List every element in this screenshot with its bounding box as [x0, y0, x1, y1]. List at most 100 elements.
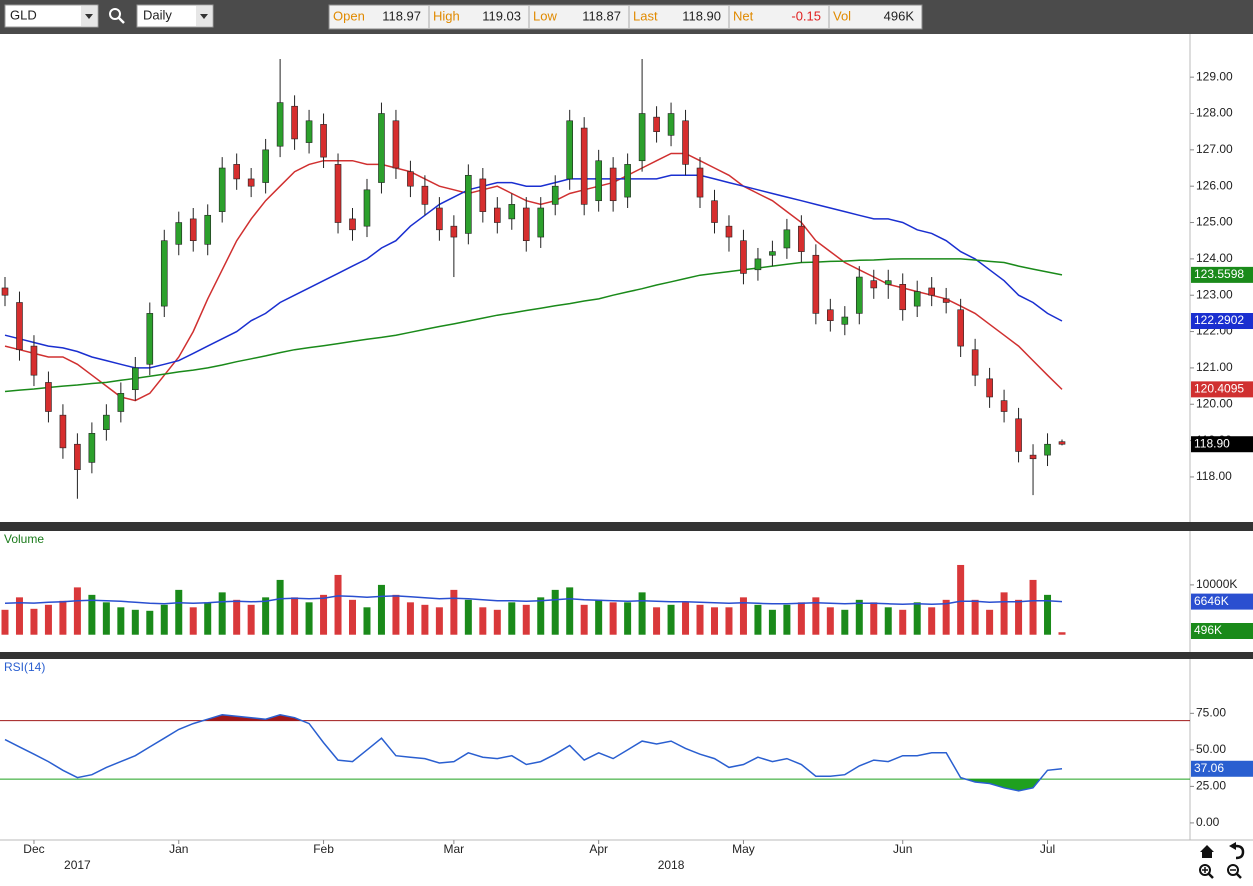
candle-body — [783, 229, 791, 249]
candle-body — [407, 171, 414, 187]
candle-body — [957, 309, 964, 347]
rsi-line — [4, 714, 1063, 792]
candle-body — [59, 414, 67, 449]
candle-body — [1058, 441, 1066, 445]
volume-bar — [349, 599, 357, 635]
volume-bar — [262, 597, 270, 635]
stat-label: Vol — [833, 8, 851, 23]
volume-bar — [88, 594, 96, 635]
candle-body — [103, 414, 110, 430]
interval-select[interactable] — [136, 4, 214, 28]
dropdown-arrow — [85, 14, 93, 19]
volume-bar — [377, 584, 385, 635]
candle-body — [45, 382, 52, 412]
volume-bar — [1, 609, 9, 635]
pane-separator — [0, 652, 1253, 659]
volume-bar — [276, 579, 284, 635]
volume-bar — [189, 607, 197, 635]
pane-separator — [0, 522, 1253, 531]
volume-bar — [812, 597, 820, 635]
candle-body — [609, 167, 617, 202]
y-tick-label: 50.00 — [1196, 742, 1226, 756]
value-tag — [1191, 760, 1253, 777]
back-button[interactable] — [1229, 842, 1245, 860]
candle-body — [392, 120, 400, 169]
zoom-out-button[interactable] — [1227, 864, 1242, 879]
symbol-text: GLD — [10, 7, 37, 22]
home-button[interactable] — [1200, 845, 1214, 858]
volume-bar — [725, 607, 733, 635]
volume-bar — [392, 594, 400, 635]
volume-bar — [942, 599, 950, 635]
volume-bar — [696, 604, 704, 635]
x-tick-label: Mar — [444, 842, 465, 856]
candle-body — [1044, 443, 1051, 456]
y-tick-label: 127.00 — [1196, 142, 1233, 156]
volume-bar — [913, 602, 921, 635]
volume-bar — [218, 592, 226, 635]
value-tag-label: 118.90 — [1194, 436, 1230, 450]
volume-bar — [493, 609, 501, 635]
volume-bar — [884, 607, 892, 635]
volume-bar — [566, 587, 574, 635]
symbol-input[interactable] — [4, 4, 99, 28]
zoom-in-button[interactable] — [1199, 864, 1214, 879]
value-tag — [1191, 436, 1253, 453]
value-tag-label: 496K — [1194, 623, 1222, 637]
candle-body — [769, 251, 776, 256]
volume-bar — [710, 607, 718, 635]
volume-bar — [30, 608, 38, 635]
value-tag — [1191, 623, 1253, 639]
volume-bar — [406, 602, 414, 635]
candle-body — [537, 207, 545, 238]
volume-bar — [175, 589, 183, 635]
x-tick-label: Dec — [23, 842, 44, 856]
stat-label: Net — [733, 8, 754, 23]
volume-bar — [204, 602, 212, 635]
candle-body — [884, 280, 892, 285]
candle-body — [233, 164, 240, 180]
volume-bar — [73, 587, 81, 635]
x-tick-label: Apr — [589, 842, 608, 856]
x-tick-label: Jan — [169, 842, 188, 856]
candle-body — [421, 185, 429, 205]
stat-value: -0.15 — [791, 8, 821, 23]
volume-bar — [320, 594, 328, 635]
candle-body — [450, 225, 458, 238]
stat-value: 496K — [884, 8, 915, 23]
moving-average — [4, 258, 1063, 393]
volume-bar — [15, 597, 23, 635]
rsi-title: RSI(14) — [4, 660, 45, 674]
volume-bar — [537, 597, 545, 635]
stat-label: Last — [633, 8, 658, 23]
interval-text: Daily — [143, 7, 172, 22]
volume-bar — [826, 607, 834, 635]
y-tick-label: 128.00 — [1196, 106, 1233, 120]
candle-body — [638, 113, 646, 162]
x-tick-label: May — [732, 842, 755, 856]
candle-body — [479, 178, 487, 212]
volume-bar — [1058, 632, 1066, 635]
volume-bar — [131, 609, 139, 635]
search-icon[interactable] — [109, 8, 125, 24]
candle-body — [465, 174, 472, 234]
y-tick-label: 125.00 — [1196, 215, 1233, 229]
volume-bar — [334, 574, 342, 635]
volume-bar — [667, 604, 675, 635]
volume-bar — [971, 599, 979, 635]
y-tick-label: 121.00 — [1196, 360, 1233, 374]
volume-bar — [1044, 594, 1052, 635]
candle-body — [349, 218, 356, 231]
value-tag-label: 120.4095 — [1194, 382, 1244, 396]
y-tick-label: 129.00 — [1196, 69, 1233, 83]
y-tick-label: 123.00 — [1196, 287, 1233, 301]
candle-body — [305, 120, 313, 143]
stat-label: Low — [533, 8, 557, 23]
candle-body — [1, 287, 9, 296]
volume-bar — [754, 604, 762, 635]
candle-body — [667, 113, 675, 136]
candle-body — [580, 127, 588, 205]
candle-body — [827, 309, 834, 321]
volume-bar — [59, 600, 67, 635]
volume-bar — [479, 607, 487, 635]
